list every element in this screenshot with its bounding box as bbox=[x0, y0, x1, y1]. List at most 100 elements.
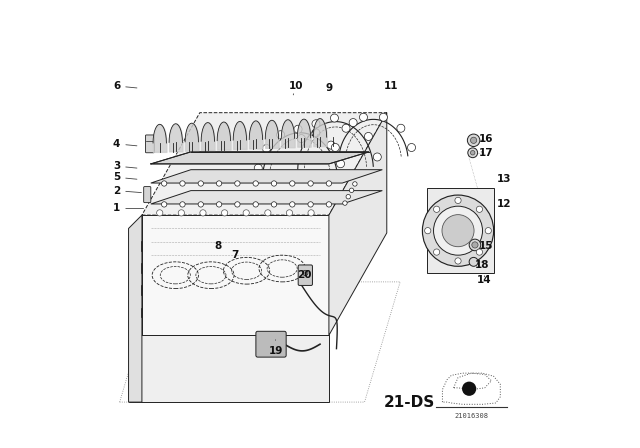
Circle shape bbox=[349, 119, 357, 127]
Circle shape bbox=[254, 164, 262, 172]
Text: 20: 20 bbox=[297, 270, 312, 280]
Circle shape bbox=[276, 131, 285, 139]
Polygon shape bbox=[142, 215, 329, 335]
Circle shape bbox=[312, 120, 320, 128]
FancyBboxPatch shape bbox=[298, 265, 312, 285]
Text: 10: 10 bbox=[289, 81, 303, 95]
Circle shape bbox=[161, 202, 167, 207]
Text: 11: 11 bbox=[384, 81, 399, 91]
Circle shape bbox=[470, 151, 475, 155]
Circle shape bbox=[180, 202, 185, 207]
Polygon shape bbox=[129, 215, 142, 402]
Circle shape bbox=[265, 210, 271, 216]
Circle shape bbox=[198, 181, 204, 186]
Circle shape bbox=[330, 114, 339, 122]
Circle shape bbox=[422, 195, 493, 266]
Circle shape bbox=[286, 210, 292, 216]
Polygon shape bbox=[427, 188, 493, 273]
Text: 7: 7 bbox=[232, 250, 239, 260]
Text: 6: 6 bbox=[113, 81, 137, 91]
Circle shape bbox=[289, 155, 298, 164]
Circle shape bbox=[271, 202, 276, 207]
Text: 19: 19 bbox=[269, 340, 283, 356]
Circle shape bbox=[303, 270, 308, 276]
Text: 21016308: 21016308 bbox=[454, 414, 488, 419]
Polygon shape bbox=[129, 335, 329, 402]
Circle shape bbox=[442, 215, 474, 247]
Circle shape bbox=[332, 143, 339, 151]
Circle shape bbox=[327, 141, 335, 149]
Circle shape bbox=[312, 129, 320, 137]
Circle shape bbox=[373, 153, 381, 161]
Circle shape bbox=[308, 210, 314, 216]
Circle shape bbox=[408, 143, 415, 151]
Circle shape bbox=[469, 258, 478, 266]
Polygon shape bbox=[151, 152, 369, 164]
Text: 17: 17 bbox=[479, 148, 493, 158]
Circle shape bbox=[326, 202, 332, 207]
Circle shape bbox=[485, 228, 492, 234]
Circle shape bbox=[198, 202, 204, 207]
Circle shape bbox=[349, 188, 354, 193]
Text: 18: 18 bbox=[475, 260, 489, 270]
Circle shape bbox=[472, 242, 478, 248]
Text: 1: 1 bbox=[113, 203, 143, 213]
Circle shape bbox=[455, 197, 461, 203]
Circle shape bbox=[271, 181, 276, 186]
Text: 5: 5 bbox=[113, 172, 137, 182]
FancyBboxPatch shape bbox=[144, 187, 151, 202]
Circle shape bbox=[462, 382, 476, 396]
FancyBboxPatch shape bbox=[145, 135, 154, 153]
Circle shape bbox=[298, 134, 305, 142]
Circle shape bbox=[262, 145, 271, 152]
Text: 12: 12 bbox=[497, 199, 511, 209]
Polygon shape bbox=[329, 113, 387, 335]
Text: 3: 3 bbox=[113, 161, 137, 171]
Circle shape bbox=[290, 202, 295, 207]
Circle shape bbox=[467, 134, 480, 146]
Circle shape bbox=[308, 181, 313, 186]
Text: 9: 9 bbox=[325, 83, 332, 93]
Circle shape bbox=[433, 206, 440, 212]
Polygon shape bbox=[142, 113, 387, 215]
Text: 2: 2 bbox=[113, 185, 141, 196]
Circle shape bbox=[360, 113, 367, 121]
Circle shape bbox=[346, 194, 351, 199]
Circle shape bbox=[161, 181, 167, 186]
Circle shape bbox=[216, 181, 221, 186]
Circle shape bbox=[253, 181, 259, 186]
Circle shape bbox=[294, 125, 302, 133]
Circle shape bbox=[397, 124, 405, 132]
Text: 14: 14 bbox=[477, 275, 492, 284]
Circle shape bbox=[342, 124, 350, 132]
Circle shape bbox=[235, 181, 240, 186]
Polygon shape bbox=[151, 190, 382, 204]
Text: 13: 13 bbox=[497, 174, 511, 185]
Text: 15: 15 bbox=[479, 241, 493, 251]
Circle shape bbox=[455, 258, 461, 264]
Circle shape bbox=[476, 206, 483, 212]
Circle shape bbox=[235, 202, 240, 207]
Circle shape bbox=[180, 181, 185, 186]
Circle shape bbox=[353, 182, 357, 186]
Circle shape bbox=[290, 181, 295, 186]
Circle shape bbox=[178, 210, 184, 216]
Circle shape bbox=[326, 181, 332, 186]
Polygon shape bbox=[151, 170, 382, 183]
Circle shape bbox=[253, 202, 259, 207]
Circle shape bbox=[380, 113, 387, 121]
Circle shape bbox=[342, 201, 347, 205]
Circle shape bbox=[308, 202, 313, 207]
Circle shape bbox=[364, 133, 372, 141]
Circle shape bbox=[216, 202, 221, 207]
Circle shape bbox=[476, 249, 483, 255]
Text: 4: 4 bbox=[113, 139, 137, 149]
Text: 16: 16 bbox=[479, 134, 493, 144]
Circle shape bbox=[424, 228, 431, 234]
Circle shape bbox=[157, 210, 163, 216]
Circle shape bbox=[200, 210, 206, 216]
Circle shape bbox=[433, 249, 440, 255]
Circle shape bbox=[337, 160, 344, 168]
Text: 21-DS: 21-DS bbox=[383, 395, 435, 409]
Circle shape bbox=[221, 210, 228, 216]
